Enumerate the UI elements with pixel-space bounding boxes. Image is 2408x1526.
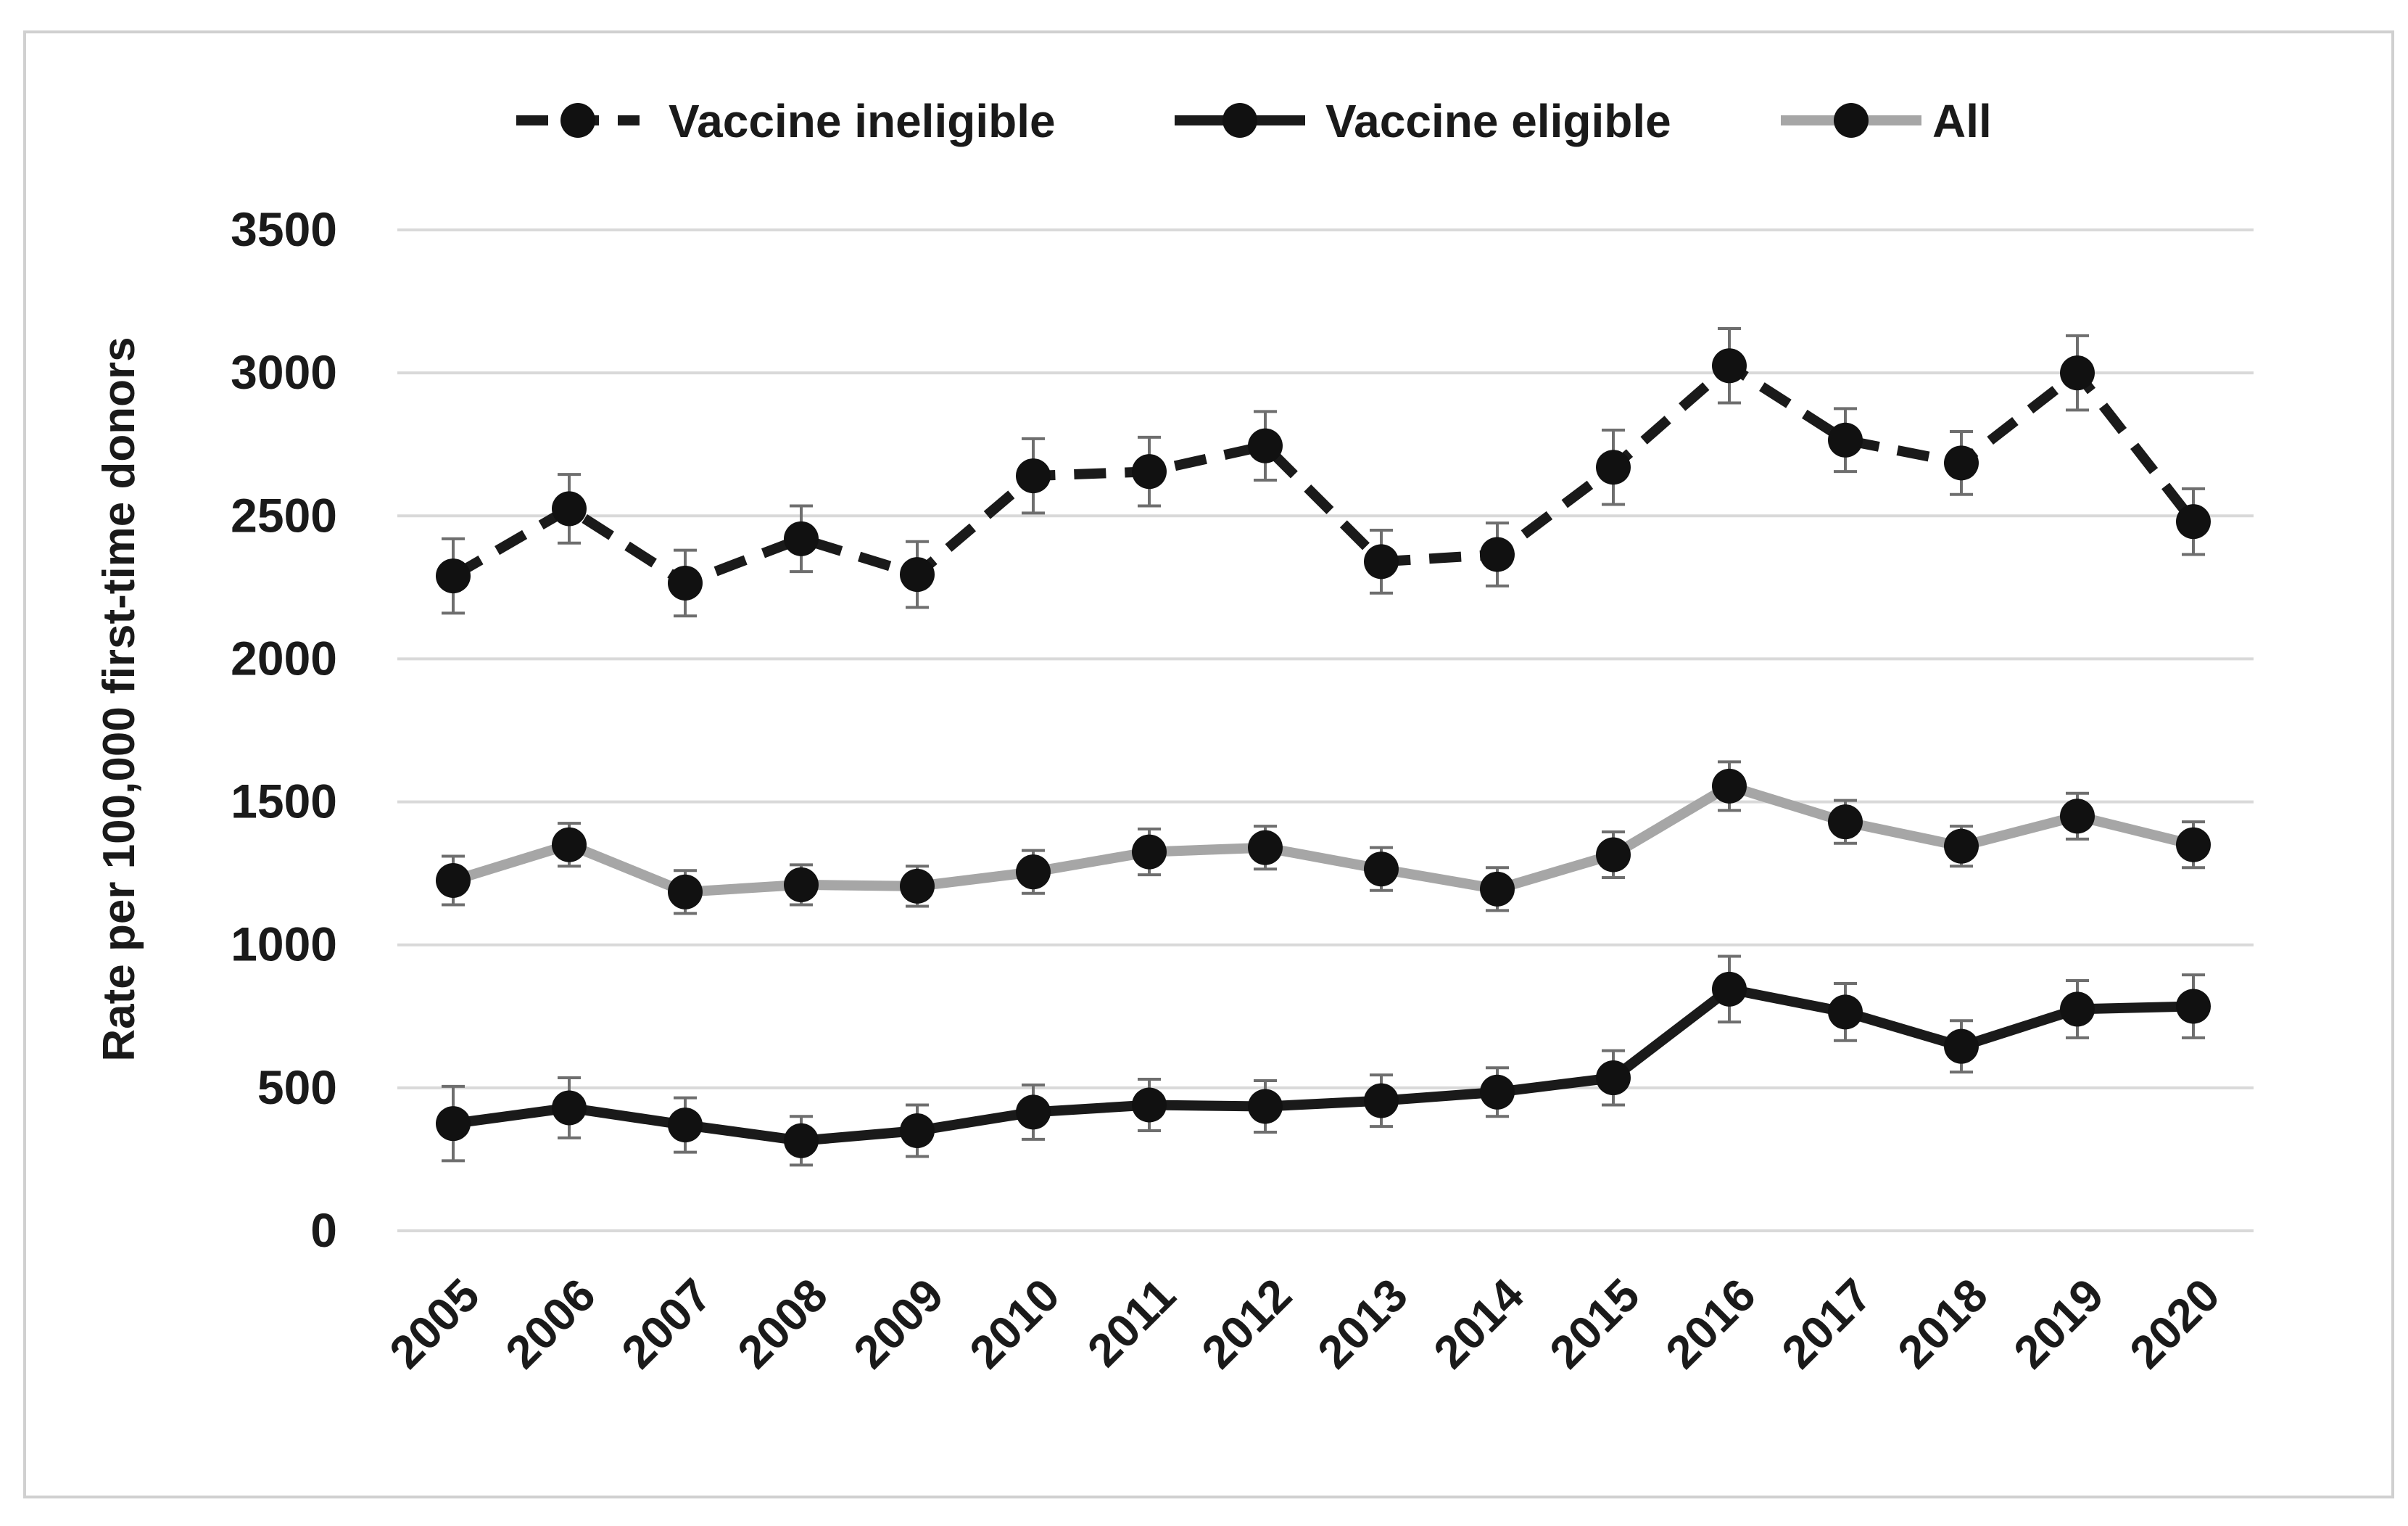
data-point xyxy=(1132,454,1167,490)
data-point xyxy=(436,1106,471,1142)
data-point xyxy=(1596,1060,1631,1096)
data-point xyxy=(1944,828,1979,864)
data-point xyxy=(1828,804,1863,840)
data-point xyxy=(784,867,819,902)
data-point xyxy=(1132,1087,1167,1123)
data-point xyxy=(1016,1094,1051,1130)
data-point xyxy=(436,863,471,898)
legend-item-vaccine-eligible: Vaccine eligible xyxy=(1175,95,1671,147)
data-point xyxy=(552,827,587,862)
y-tick-label: 0 xyxy=(310,1203,337,1257)
legend-swatch-marker xyxy=(560,103,595,138)
y-tick-label: 1500 xyxy=(231,775,337,828)
data-point xyxy=(784,1123,819,1158)
data-point xyxy=(1016,854,1051,890)
y-axis-ticks: 0 500 1000 1500 2000 2500 3000 3500 xyxy=(231,202,337,1257)
data-point xyxy=(2060,355,2095,391)
legend-label: All xyxy=(1932,95,1992,147)
gridlines xyxy=(397,228,2254,1232)
data-point xyxy=(1248,428,1283,463)
data-point xyxy=(1248,830,1283,865)
data-point xyxy=(1364,1083,1399,1118)
data-point xyxy=(2176,989,2211,1024)
data-point xyxy=(552,491,587,527)
chart-frame xyxy=(23,30,2394,1498)
y-tick-label: 2000 xyxy=(231,631,337,685)
legend-label: Vaccine ineligible xyxy=(669,95,1056,147)
y-tick-label: 500 xyxy=(257,1060,337,1114)
data-point xyxy=(784,521,819,556)
data-point xyxy=(1828,994,1863,1030)
data-point xyxy=(2176,827,2211,862)
y-tick-label: 3500 xyxy=(231,202,337,256)
data-point xyxy=(1364,851,1399,887)
data-point xyxy=(1944,445,1979,481)
data-point xyxy=(1712,971,1747,1007)
data-point xyxy=(900,868,935,904)
legend-item-vaccine-ineligible: Vaccine ineligible xyxy=(516,95,1056,147)
data-point xyxy=(1132,834,1167,870)
data-point xyxy=(1480,871,1515,907)
data-point xyxy=(1712,768,1747,804)
data-point xyxy=(552,1090,587,1126)
series-vaccine-eligible xyxy=(436,954,2211,1167)
series-line xyxy=(448,780,2198,897)
data-point xyxy=(900,557,935,593)
series-all xyxy=(436,760,2211,915)
data-point xyxy=(1712,348,1747,384)
data-point xyxy=(1596,450,1631,485)
data-point xyxy=(668,1108,703,1143)
legend: Vaccine ineligible Vaccine eligible All xyxy=(516,95,1992,147)
data-point xyxy=(1016,458,1051,494)
series-vaccine-ineligible xyxy=(436,327,2211,618)
series-line xyxy=(450,360,2198,588)
series-layer xyxy=(436,327,2211,1167)
data-point xyxy=(1480,1074,1515,1110)
legend-item-all: All xyxy=(1781,95,1992,147)
data-point xyxy=(1828,422,1863,458)
series-line xyxy=(448,983,2198,1146)
legend-swatch-marker xyxy=(1222,103,1257,138)
data-point xyxy=(1480,537,1515,572)
data-point xyxy=(436,558,471,594)
data-point xyxy=(668,565,703,601)
legend-label: Vaccine eligible xyxy=(1325,95,1671,147)
data-point xyxy=(1248,1089,1283,1124)
data-point xyxy=(2060,799,2095,834)
data-point xyxy=(1364,544,1399,580)
data-point xyxy=(900,1113,935,1148)
legend-swatch-marker xyxy=(1834,103,1869,138)
y-tick-label: 2500 xyxy=(231,488,337,542)
data-point xyxy=(668,874,703,910)
data-point xyxy=(1596,837,1631,873)
data-point xyxy=(2060,991,2095,1027)
data-point xyxy=(1944,1028,1979,1064)
data-point xyxy=(2176,504,2211,540)
y-axis-label: Rate per 100,000 first-time donors xyxy=(94,337,144,1061)
y-tick-label: 1000 xyxy=(231,917,337,971)
y-tick-label: 3000 xyxy=(231,345,337,399)
